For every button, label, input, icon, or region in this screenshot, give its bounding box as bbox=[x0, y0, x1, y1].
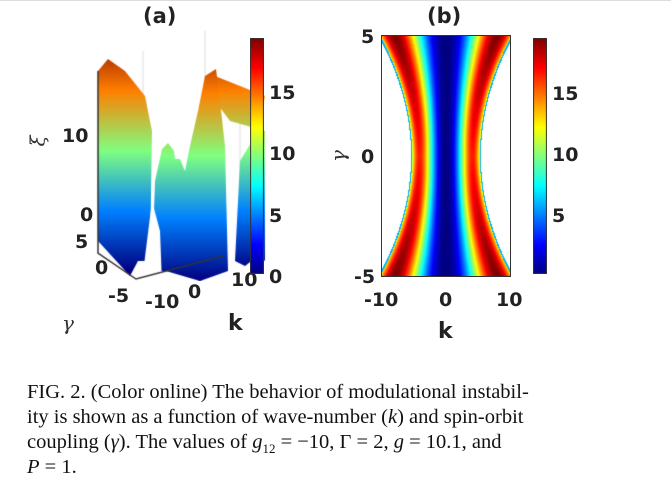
panel-a-ytick: 5 bbox=[75, 231, 89, 253]
colorbar-a-tick: 0 bbox=[269, 266, 283, 288]
caption-text: coupling ( bbox=[27, 431, 111, 453]
panel-b-title: (b) bbox=[427, 4, 462, 28]
colorbar-b-tick: 15 bbox=[552, 83, 579, 105]
panel-b-ytick: 5 bbox=[361, 26, 375, 48]
panel-b-xlabel: k bbox=[438, 319, 453, 344]
caption-text: = −10, Γ = 2, bbox=[275, 431, 394, 453]
panel-a-ytick: 0 bbox=[95, 257, 109, 279]
panel-b-ytick: -5 bbox=[354, 266, 376, 288]
caption-line: coupling (γ). The values of g12 = −10, Γ… bbox=[27, 431, 502, 457]
panel-a-title: (a) bbox=[143, 4, 177, 28]
panel-a-ztick: 0 bbox=[80, 204, 94, 226]
panel-b-ylabel: γ bbox=[325, 150, 350, 162]
panel-b-xtick: 0 bbox=[439, 289, 453, 311]
caption-line: ity is shown as a function of wave-numbe… bbox=[27, 406, 523, 429]
caption-math: P bbox=[27, 456, 40, 478]
panel-a-ztick: 10 bbox=[62, 125, 89, 147]
panel-a-xtick: 0 bbox=[188, 281, 202, 303]
caption-text: ity is shown as a function of wave-numbe… bbox=[27, 406, 388, 428]
caption-line: P = 1. bbox=[27, 456, 77, 479]
caption-math: γ bbox=[110, 431, 119, 453]
caption-text: FIG. 2. (Color online) The behavior of m… bbox=[27, 381, 529, 403]
panel-a-colorbar bbox=[250, 38, 264, 274]
panel-a-surface-plot bbox=[80, 31, 320, 281]
panel-a-xtick: -10 bbox=[145, 291, 180, 313]
caption-math: g bbox=[252, 431, 263, 453]
caption-math-sub: 12 bbox=[262, 441, 276, 457]
panel-b-heatmap bbox=[381, 35, 511, 277]
panel-a-ylabel: γ bbox=[62, 311, 74, 335]
panel-a-zlabel: ξ bbox=[25, 135, 50, 147]
panel-b-xtick: 10 bbox=[496, 289, 523, 311]
colorbar-b-tick: 5 bbox=[552, 205, 566, 227]
caption-line: FIG. 2. (Color online) The behavior of m… bbox=[27, 381, 529, 404]
panel-b-xtick: -10 bbox=[364, 289, 399, 311]
caption-text: ) and spin-orbit bbox=[397, 406, 524, 428]
caption-text: ). The values of bbox=[118, 431, 253, 453]
colorbar-b-tick: 10 bbox=[552, 144, 579, 166]
caption-math: g bbox=[393, 431, 404, 453]
panel-a-ytick: -5 bbox=[108, 285, 130, 307]
colorbar-a-tick: 10 bbox=[269, 143, 296, 165]
panel-a-xlabel: k bbox=[228, 311, 243, 336]
panel-a-xtick: 10 bbox=[231, 269, 258, 291]
panel-b-ytick: 0 bbox=[361, 146, 375, 168]
caption-math: k bbox=[387, 406, 398, 428]
panel-b-colorbar bbox=[533, 38, 547, 274]
colorbar-a-tick: 15 bbox=[269, 82, 296, 104]
caption-text: = 10.1, and bbox=[403, 431, 502, 453]
caption-text: = 1. bbox=[39, 456, 77, 478]
colorbar-a-tick: 5 bbox=[269, 205, 283, 227]
